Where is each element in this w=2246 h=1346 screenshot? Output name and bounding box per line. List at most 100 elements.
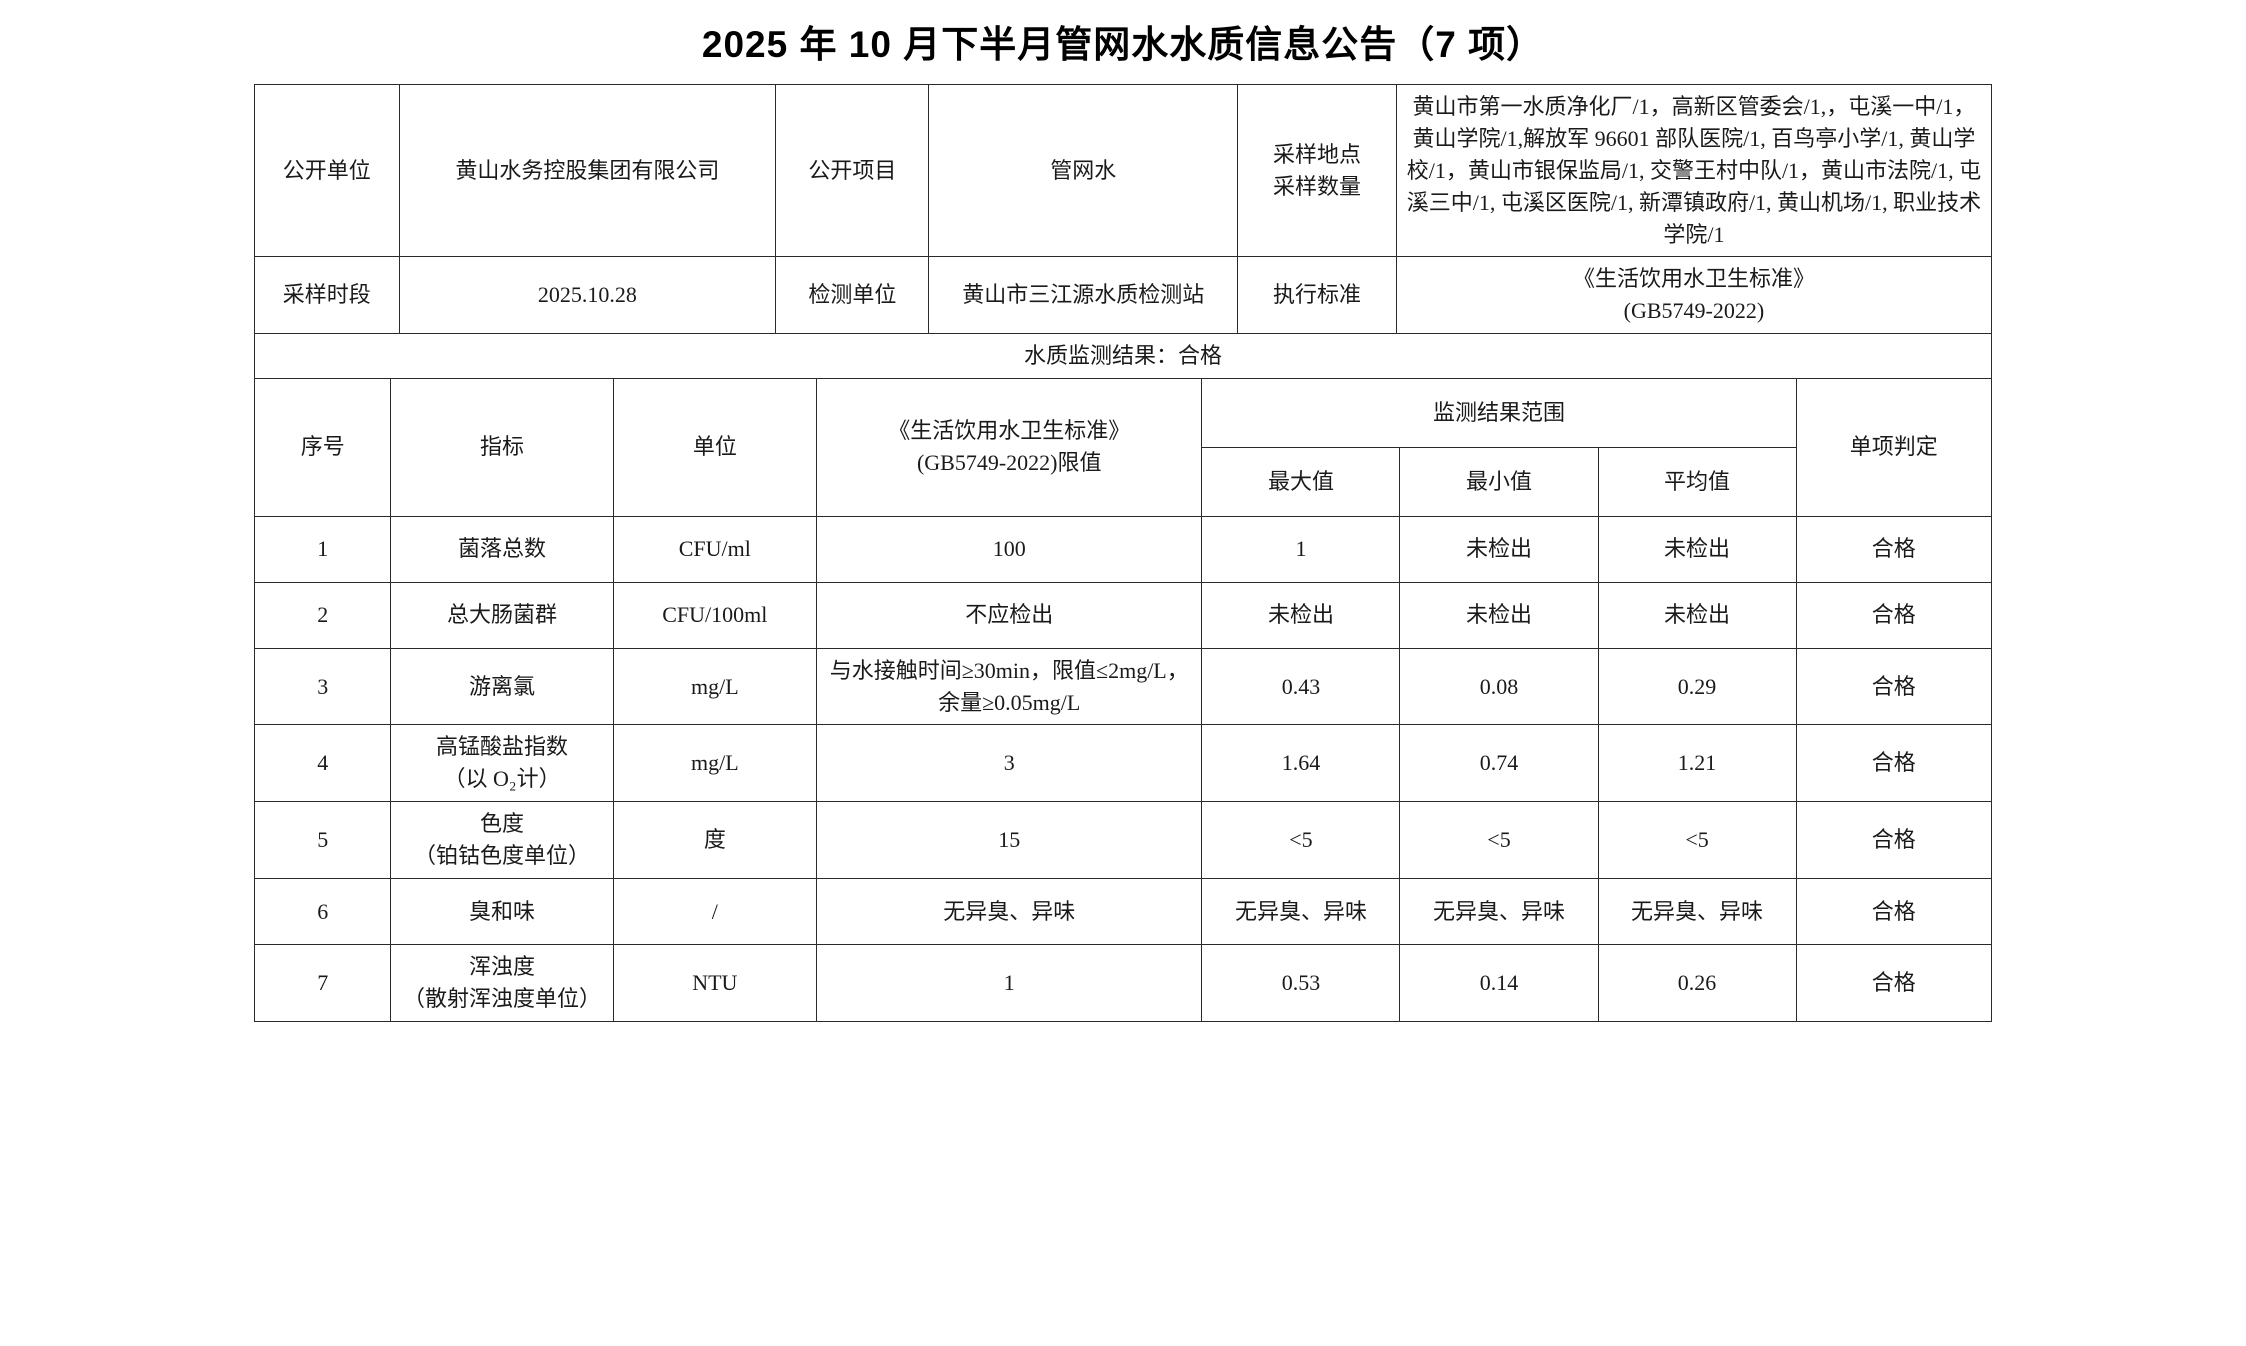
cell-indicator: 色度 （铂钴色度单位） — [390, 801, 614, 879]
cell-indicator: 浑浊度 （散射浑浊度单位） — [390, 943, 614, 1022]
testing-unit-value: 黄山市三江源水质检测站 — [928, 256, 1239, 335]
cell-unit: mg/L — [612, 724, 818, 803]
header-index: 序号 — [253, 377, 392, 517]
cell-avg: 0.29 — [1597, 647, 1797, 726]
standard-value-line2: (GB5749-2022) — [1623, 298, 1765, 324]
results-body: 1 菌落总数 CFU/ml 100 1 未检出 未检出 合格 2 总大肠菌群 CFU/100ml 不应… — [253, 515, 1993, 1022]
results-header-row-2: 最大值 最小值 平均值 — [255, 446, 1992, 517]
cell-index: 7 — [253, 943, 392, 1022]
sample-time-label: 采样时段 — [254, 256, 400, 335]
cell-limit: 3 — [816, 724, 1203, 803]
results-header-row-1: 序号 指标 单位 《生活饮用水卫生标准》 (GB5749-2022)限值 监测结… — [253, 377, 1993, 517]
cell-avg: <5 — [1597, 801, 1797, 879]
header-unit: 单位 — [612, 377, 818, 517]
cell-index: 2 — [253, 581, 392, 649]
table-row: 5 色度 （铂钴色度单位）度 15 <5 <5 <5 合格 — [253, 801, 1993, 879]
publisher-label: 公开单位 — [254, 83, 400, 258]
cell-indicator-line1: 高锰酸盐指数 — [436, 734, 569, 760]
cell-max: <5 — [1201, 801, 1401, 879]
cell-avg: 1.21 — [1597, 724, 1797, 803]
sample-site-value: 黄山市第一水质净化厂/1，高新区管委会/1,，屯溪一中/1，黄山学院/1,解放军… — [1395, 83, 1993, 258]
table-row: 3 游离氯 mg/L 与水接触时间≥30min，限值≤2mg/L，余量≥0.05mg/… — [253, 647, 1993, 726]
header-verdict: 单项判定 — [1795, 377, 1993, 517]
cell-unit: / — [612, 877, 818, 945]
cell-verdict: 合格 — [1795, 515, 1993, 583]
cell-unit: NTU — [612, 943, 818, 1022]
standard-label: 执行标准 — [1237, 256, 1397, 335]
cell-limit: 1 — [816, 943, 1203, 1022]
cell-unit: CFU/100ml — [612, 581, 818, 649]
cell-max: 0.43 — [1201, 647, 1401, 726]
cell-min: 0.74 — [1399, 724, 1599, 803]
header-limit: 《生活饮用水卫生标准》 (GB5749-2022)限值 — [816, 377, 1203, 517]
cell-max: 1 — [1201, 515, 1401, 583]
sample-site-label: 采样地点 采样数量 — [1237, 83, 1397, 258]
info-table: 公开单位 黄山水务控股集团有限公司 公开项目 管网水 采样地点 采样数量 黄山市… — [254, 83, 1993, 380]
cell-indicator-line2: （以 O₂计） — [443, 766, 561, 792]
cell-max: 未检出 — [1201, 581, 1401, 649]
cell-limit: 15 — [816, 801, 1203, 879]
results-table: 序号 指标 单位 《生活饮用水卫生标准》 (GB5749-2022)限值 监测结… — [253, 377, 1993, 1022]
header-indicator: 指标 — [390, 377, 614, 517]
project-value: 管网水 — [928, 83, 1239, 258]
cell-avg: 无异臭、异味 — [1597, 877, 1797, 945]
report-tables: 公开单位 黄山水务控股集团有限公司 公开项目 管网水 采样地点 采样数量 黄山市… — [253, 83, 1993, 1022]
cell-min: 未检出 — [1399, 581, 1599, 649]
publisher-value: 黄山水务控股集团有限公司 — [398, 83, 777, 258]
cell-index: 1 — [253, 515, 392, 583]
sample-site-label-line1: 采样地点 — [1273, 141, 1362, 167]
table-row: 2 总大肠菌群 CFU/100ml 不应检出 未检出 未检出 未检出 合格 — [253, 581, 1993, 649]
cell-min: 0.08 — [1399, 647, 1599, 726]
cell-index: 6 — [253, 877, 392, 945]
header-range-group: 监测结果范围 — [1201, 377, 1797, 448]
table-row: 1 菌落总数 CFU/ml 100 1 未检出 未检出 合格 — [253, 515, 1993, 583]
cell-indicator-line2: （铂钴色度单位） — [414, 843, 591, 869]
cell-verdict: 合格 — [1795, 801, 1993, 879]
standard-value-line1: 《生活饮用水卫生标准》 — [1572, 266, 1815, 292]
cell-min: 0.14 — [1399, 943, 1599, 1022]
cell-indicator-line1: 色度 — [480, 811, 525, 837]
header-min: 最小值 — [1399, 446, 1599, 517]
project-label: 公开项目 — [775, 83, 930, 258]
cell-indicator-line1: 浑浊度 — [469, 953, 536, 979]
sample-time-value: 2025.10.28 — [398, 256, 777, 335]
cell-verdict: 合格 — [1795, 943, 1993, 1022]
header-limit-line2: (GB5749-2022)限值 — [916, 450, 1102, 476]
header-limit-line1: 《生活饮用水卫生标准》 — [888, 418, 1131, 444]
cell-limit: 100 — [816, 515, 1203, 583]
testing-unit-label: 检测单位 — [775, 256, 930, 335]
cell-limit: 不应检出 — [816, 581, 1203, 649]
cell-unit: 度 — [612, 801, 818, 879]
sample-site-label-line2: 采样数量 — [1273, 173, 1362, 199]
cell-indicator: 臭和味 — [390, 877, 614, 945]
cell-max: 0.53 — [1201, 943, 1401, 1022]
cell-limit: 与水接触时间≥30min，限值≤2mg/L，余量≥0.05mg/L — [816, 647, 1203, 726]
cell-limit: 无异臭、异味 — [816, 877, 1203, 945]
cell-index: 5 — [253, 801, 392, 879]
cell-unit: mg/L — [612, 647, 818, 726]
cell-min: 无异臭、异味 — [1399, 877, 1599, 945]
cell-indicator: 总大肠菌群 — [390, 581, 614, 649]
cell-avg: 未检出 — [1597, 515, 1797, 583]
header-avg: 平均值 — [1597, 446, 1797, 517]
table-row: 6 臭和味 / 无异臭、异味 无异臭、异味 无异臭、异味 无异臭、异味 合格 — [253, 877, 1993, 945]
info-row-summary: 水质监测结果：合格 — [254, 333, 1992, 380]
table-row: 7 浑浊度 （散射浑浊度单位） NTU 1 0.53 0.14 0.26 合格 — [253, 943, 1993, 1022]
cell-index: 4 — [253, 724, 392, 803]
cell-max: 1.64 — [1201, 724, 1401, 803]
cell-verdict: 合格 — [1795, 647, 1993, 726]
result-summary: 水质监测结果：合格 — [254, 333, 1992, 380]
cell-min: 未检出 — [1399, 515, 1599, 583]
cell-index: 3 — [253, 647, 392, 726]
table-row: 4 高锰酸盐指数 （以 O₂计） mg/L 3 1.64 0.74 1.21 合格 — [253, 724, 1993, 803]
header-max: 最大值 — [1201, 446, 1401, 517]
cell-avg: 未检出 — [1597, 581, 1797, 649]
info-row-publisher: 公开单位 黄山水务控股集团有限公司 公开项目 管网水 采样地点 采样数量 黄山市… — [254, 83, 1993, 258]
cell-indicator-line2: （散射浑浊度单位） — [403, 985, 602, 1011]
info-row-time: 采样时段 2025.10.28 检测单位 黄山市三江源水质检测站 执行标准 《生… — [254, 256, 1993, 335]
cell-min: <5 — [1399, 801, 1599, 879]
cell-verdict: 合格 — [1795, 877, 1993, 945]
cell-avg: 0.26 — [1597, 943, 1797, 1022]
cell-verdict: 合格 — [1795, 581, 1993, 649]
